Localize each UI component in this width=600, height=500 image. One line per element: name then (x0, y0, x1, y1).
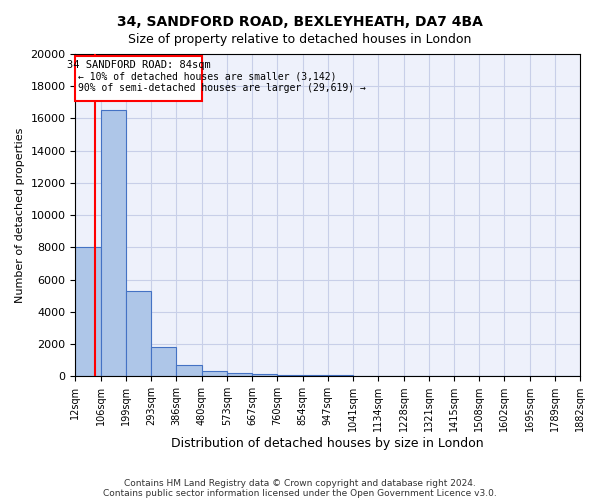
Text: 34, SANDFORD ROAD, BEXLEYHEATH, DA7 4BA: 34, SANDFORD ROAD, BEXLEYHEATH, DA7 4BA (117, 15, 483, 29)
Text: 34 SANDFORD ROAD: 84sqm: 34 SANDFORD ROAD: 84sqm (67, 60, 211, 70)
Bar (176, 365, 202, 376)
Text: 90% of semi-detached houses are larger (29,619) →: 90% of semi-detached houses are larger (… (77, 83, 365, 93)
Bar (202, 370, 227, 376)
Text: ← 10% of detached houses are smaller (3,142): ← 10% of detached houses are smaller (3,… (77, 72, 336, 82)
FancyBboxPatch shape (76, 56, 202, 100)
Bar (126, 291, 151, 376)
Y-axis label: Number of detached properties: Number of detached properties (15, 128, 25, 303)
Bar (101, 110, 126, 376)
Text: Contains public sector information licensed under the Open Government Licence v3: Contains public sector information licen… (103, 488, 497, 498)
Bar (252, 374, 277, 376)
Bar (277, 375, 302, 376)
Bar (76, 246, 101, 376)
Text: Size of property relative to detached houses in London: Size of property relative to detached ho… (128, 32, 472, 46)
X-axis label: Distribution of detached houses by size in London: Distribution of detached houses by size … (172, 437, 484, 450)
Bar (227, 373, 252, 376)
Text: Contains HM Land Registry data © Crown copyright and database right 2024.: Contains HM Land Registry data © Crown c… (124, 478, 476, 488)
Bar (151, 347, 176, 376)
